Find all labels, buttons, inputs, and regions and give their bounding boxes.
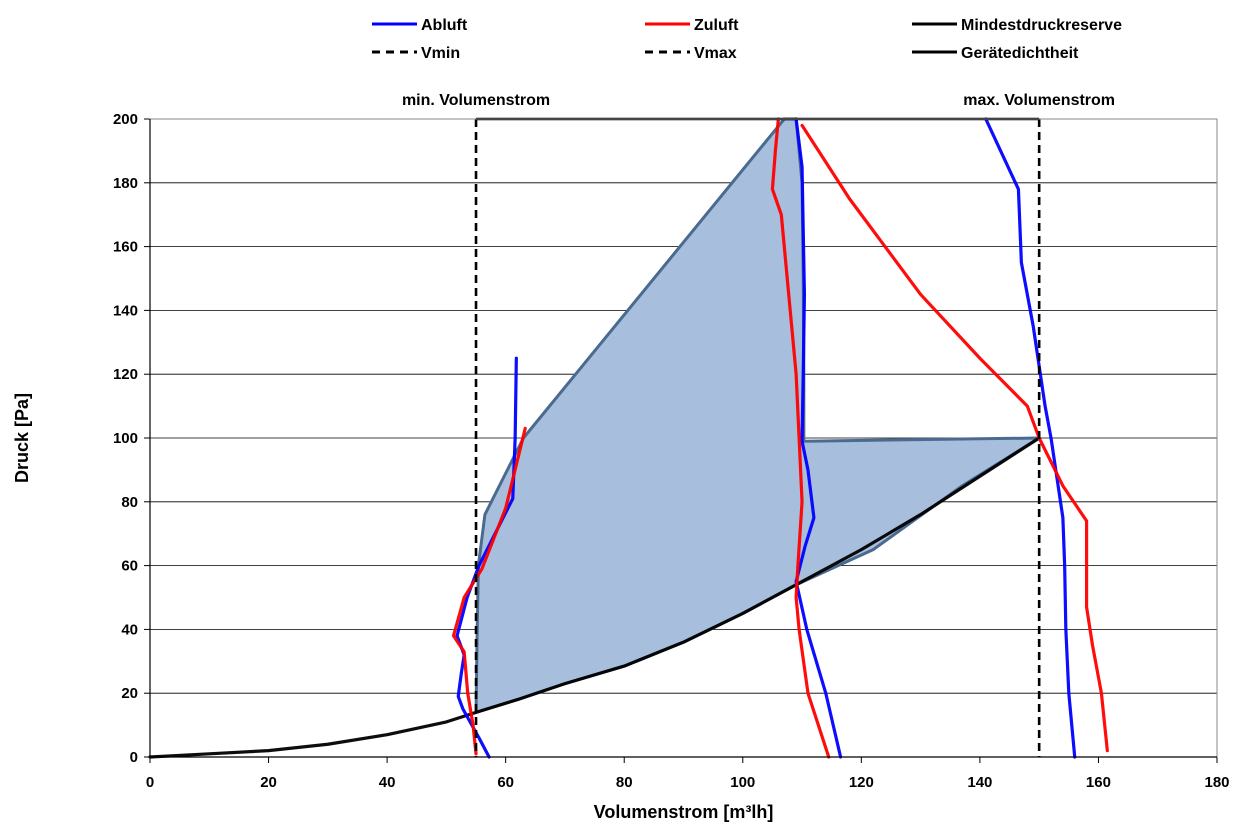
- x-tick-label: 60: [497, 774, 514, 791]
- y-tick-label: 140: [113, 302, 138, 319]
- x-tick-label: 120: [849, 774, 874, 791]
- legend-label: Mindestdruckreserve: [961, 17, 1122, 34]
- zuluft-line: [770, 117, 831, 759]
- y-tick-label: 120: [113, 366, 138, 383]
- legend-label: Abluft: [421, 17, 468, 34]
- y-tick-label: 60: [121, 558, 138, 575]
- abluft-line: [984, 117, 1077, 759]
- x-tick-label: 160: [1086, 774, 1111, 791]
- legend: Abluft Zuluft Mindestdruckreserve Vmin Vmax G…: [372, 17, 1122, 62]
- annotations: min. Volumenstrom max. Volumenstrom: [402, 92, 1115, 109]
- legend-label: Zuluft: [694, 17, 739, 34]
- y-tick-label: 100: [113, 430, 138, 447]
- operating-area: [474, 117, 1041, 714]
- abluft-line: [794, 117, 843, 759]
- y-tick-label: 0: [130, 749, 138, 766]
- mindestdruckreserve-line: [148, 436, 1041, 759]
- y-tick-label: 160: [113, 239, 138, 256]
- x-tick-label: 80: [616, 774, 633, 791]
- y-tick-label: 180: [113, 175, 138, 192]
- y-tick-label: 20: [121, 685, 138, 702]
- operating-area-polygon: [474, 117, 1041, 714]
- y-tick-label: 200: [113, 111, 138, 128]
- legend-label: Vmax: [694, 45, 737, 62]
- x-tick-label: 20: [260, 774, 277, 791]
- tick-labels: 0 20 40 60 80 100 120 140 160 180 200 0 20 40 60 80 100 1…: [113, 111, 1230, 791]
- series-lines: [148, 117, 1109, 759]
- x-tick-label: 180: [1204, 774, 1229, 791]
- x-tick-label: 40: [379, 774, 396, 791]
- zuluft-line: [800, 123, 1109, 753]
- legend-label: Vmin: [421, 45, 460, 62]
- zuluft-line: [451, 426, 527, 756]
- y-tick-label: 40: [121, 621, 138, 638]
- x-tick-label: 140: [967, 774, 992, 791]
- legend-label: Gerätedichtheit: [961, 45, 1079, 62]
- annotation-label: min. Volumenstrom: [402, 92, 550, 109]
- x-tick-label: 100: [730, 774, 755, 791]
- y-axis-title: Druck [Pa]: [12, 393, 32, 483]
- y-tick-label: 80: [121, 494, 138, 511]
- x-axis-title: Volumenstrom [m³lh]: [594, 802, 774, 822]
- annotation-label: max. Volumenstrom: [963, 92, 1115, 109]
- x-tick-label: 0: [146, 774, 154, 791]
- axes: [144, 118, 1218, 763]
